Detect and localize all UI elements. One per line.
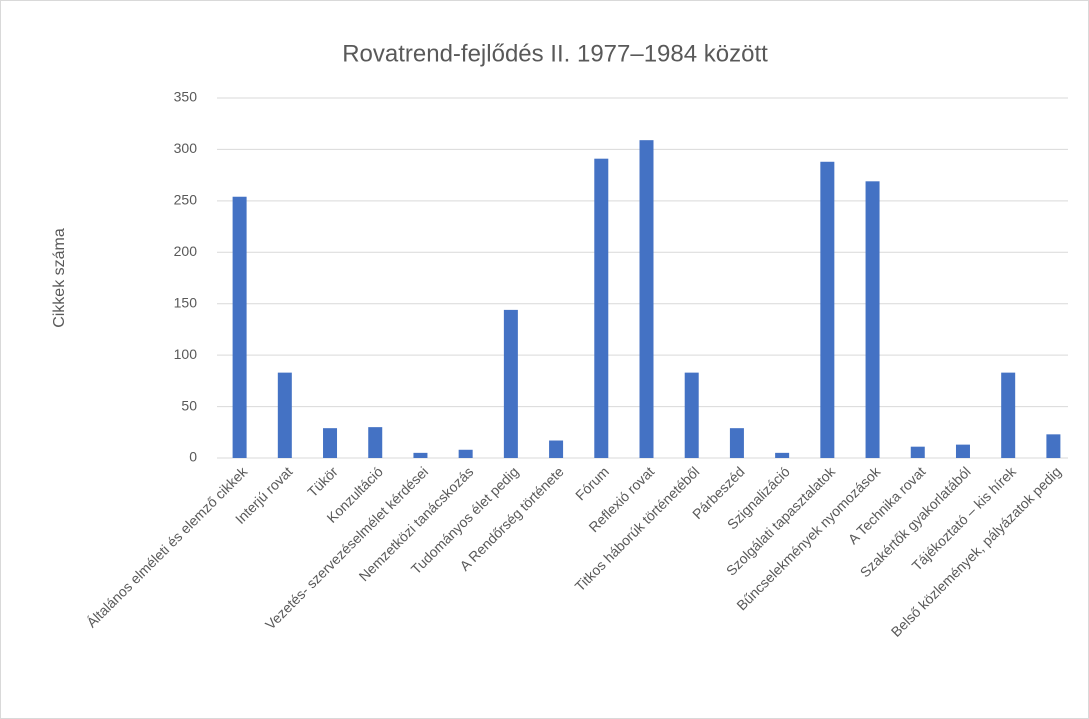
bar	[684, 372, 699, 458]
bar	[277, 372, 292, 458]
y-axis-label: Cikkek száma	[51, 228, 68, 328]
bar	[549, 440, 564, 458]
bar	[910, 446, 925, 458]
bar	[232, 196, 247, 458]
bar	[865, 181, 880, 459]
y-tick-label: 50	[181, 397, 197, 413]
y-tick-label: 100	[174, 346, 198, 362]
bar	[503, 309, 518, 458]
bar	[955, 444, 970, 458]
y-tick-label: 300	[174, 140, 198, 156]
bar	[729, 428, 744, 458]
bar	[594, 158, 609, 458]
y-tick-label: 250	[174, 192, 198, 208]
chart-title: Rovatrend-fejlődés II. 1977–1984 között	[342, 40, 768, 67]
bar	[323, 428, 338, 458]
bar	[458, 449, 473, 458]
y-tick-label: 200	[174, 243, 198, 259]
y-tick-label: 350	[174, 89, 198, 105]
y-tick-label: 150	[174, 294, 198, 310]
bar	[775, 452, 790, 458]
bar	[1001, 372, 1016, 458]
bar	[368, 427, 383, 458]
y-tick-label: 0	[189, 449, 197, 465]
bar	[820, 161, 835, 458]
bar	[1046, 434, 1061, 458]
bar	[413, 452, 428, 458]
bar	[639, 140, 654, 458]
